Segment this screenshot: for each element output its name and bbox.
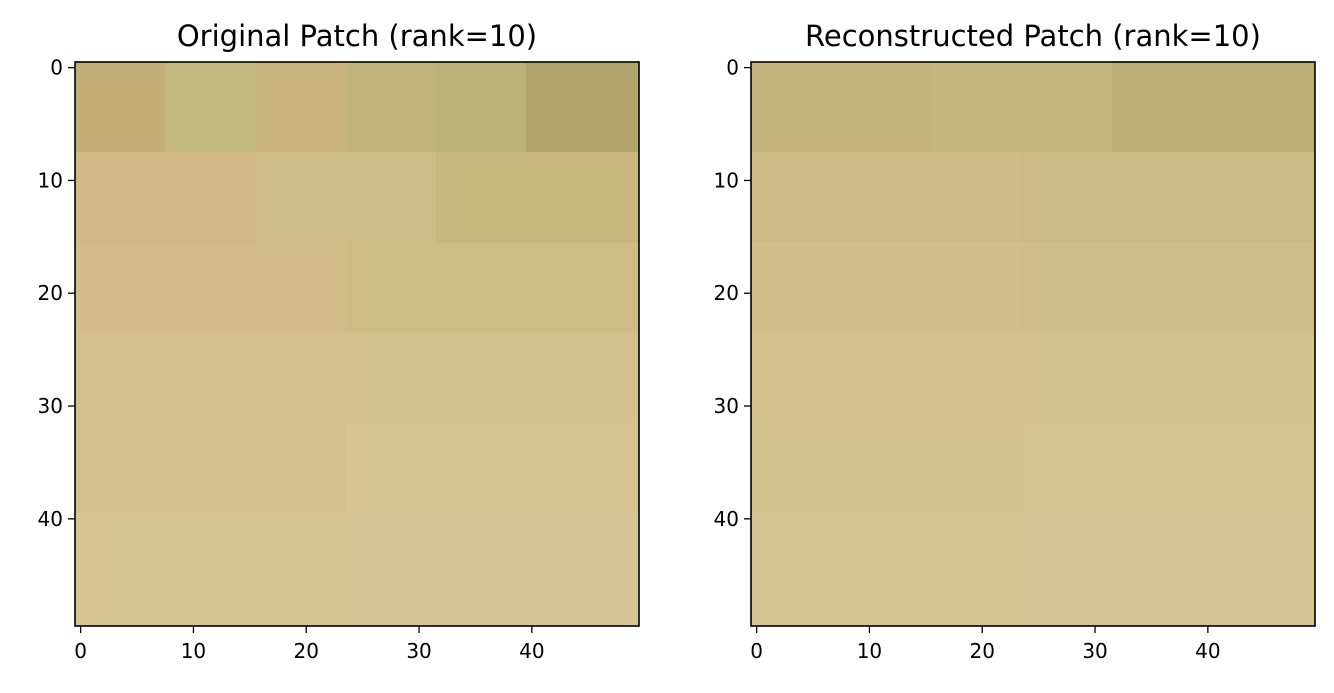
original-patch-cell xyxy=(345,62,437,153)
reconstructed-patch-cell xyxy=(1021,513,1316,627)
original-patch-cell xyxy=(75,513,347,627)
original-patch-panel: Original Patch (rank=10) 0 10 20 30 40 0 10 20 30… xyxy=(38,19,640,663)
reconstructed-y-tick-label: 20 xyxy=(714,281,739,305)
reconstructed-y-tick-label: 30 xyxy=(714,394,739,418)
reconstructed-x-tick-label: 10 xyxy=(857,639,882,663)
reconstructed-axes-frame xyxy=(750,61,1316,627)
original-y-tick-label: 10 xyxy=(38,168,63,192)
original-patch-cell xyxy=(75,332,347,424)
original-x-tick-label: 40 xyxy=(519,639,544,663)
reconstructed-patch-cell xyxy=(751,332,1023,424)
original-patch-cell xyxy=(75,422,347,514)
reconstructed-patch-panel: Reconstructed Patch (rank=10) 0 10 20 30 40 0 1… xyxy=(714,19,1316,663)
original-x-tick-label: 10 xyxy=(181,639,206,663)
reconstructed-x-tick-label: 30 xyxy=(1082,639,1107,663)
original-y-tick-label: 20 xyxy=(38,281,63,305)
reconstructed-x-tick-label: 20 xyxy=(970,639,995,663)
reconstructed-patch-cell xyxy=(1111,62,1316,153)
reconstructed-patch-cell xyxy=(931,62,1113,153)
original-x-tick-label: 30 xyxy=(406,639,431,663)
original-axes-frame xyxy=(74,61,640,627)
reconstructed-chart-title: Reconstructed Patch (rank=10) xyxy=(805,19,1261,53)
original-patch-cell xyxy=(345,242,640,334)
reconstructed-patch-cell xyxy=(751,513,1023,627)
reconstructed-patch-cell xyxy=(751,62,933,153)
original-patch-cell xyxy=(255,62,347,153)
reconstructed-y-tick-label: 40 xyxy=(714,507,739,531)
original-patch-cell xyxy=(345,513,640,627)
reconstructed-patch-cell xyxy=(751,422,1023,514)
reconstructed-y-tick-label: 10 xyxy=(714,168,739,192)
reconstructed-x-tick-label: 40 xyxy=(1195,639,1220,663)
reconstructed-patch-cell xyxy=(1021,332,1316,424)
original-patch-cell xyxy=(345,332,640,424)
reconstructed-image-cells xyxy=(751,62,1316,627)
reconstructed-x-tick-label: 0 xyxy=(750,639,763,663)
original-x-tick-label: 0 xyxy=(74,639,87,663)
reconstructed-patch-cell xyxy=(1021,242,1316,334)
reconstructed-y-tick-label: 0 xyxy=(726,56,739,80)
original-patch-cell xyxy=(75,62,166,153)
original-patch-cell xyxy=(435,62,527,153)
original-chart-title: Original Patch (rank=10) xyxy=(177,19,537,53)
original-patch-cell xyxy=(75,152,257,244)
original-y-tick-label: 30 xyxy=(38,394,63,418)
original-patch-cell xyxy=(255,152,437,244)
original-x-tick-label: 20 xyxy=(294,639,319,663)
original-patch-cell xyxy=(345,422,640,514)
original-patch-cell xyxy=(435,152,640,244)
reconstructed-patch-cell xyxy=(751,242,1023,334)
original-patch-cell xyxy=(75,242,347,334)
reconstructed-patch-cell xyxy=(1021,152,1316,244)
reconstructed-patch-cell xyxy=(1021,422,1316,514)
original-patch-cell xyxy=(526,62,640,153)
original-image-cells xyxy=(75,62,640,627)
original-y-tick-label: 0 xyxy=(50,56,63,80)
original-patch-cell xyxy=(165,62,257,153)
reconstructed-patch-cell xyxy=(751,152,1023,244)
original-y-tick-label: 40 xyxy=(38,507,63,531)
